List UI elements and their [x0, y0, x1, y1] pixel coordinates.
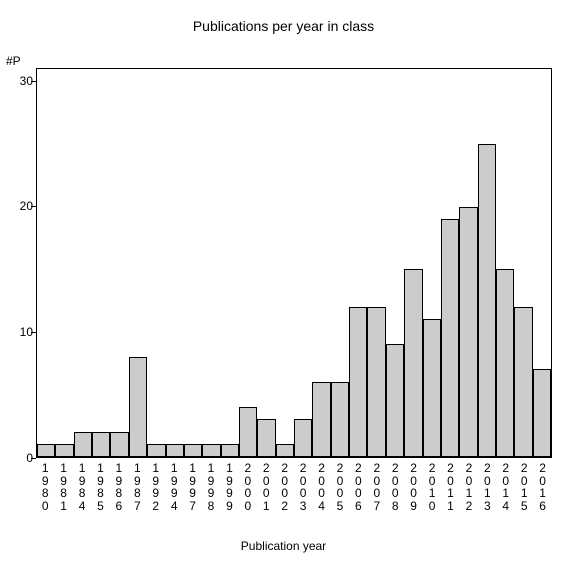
- bar: [147, 444, 165, 457]
- bar: [441, 219, 459, 457]
- x-tick-label: 2000: [239, 462, 257, 515]
- bar: [74, 432, 92, 457]
- bar: [184, 444, 202, 457]
- x-tick-label: 1997: [183, 462, 201, 515]
- chart-container: Publications per year in class #P 0 10 20 3…: [0, 0, 567, 567]
- bar: [37, 444, 55, 457]
- x-tick-label: 2014: [497, 462, 515, 515]
- y-tick-label: 30: [5, 74, 33, 88]
- y-tick-label: 10: [5, 325, 33, 339]
- x-tick-label: 1987: [128, 462, 146, 515]
- x-axis-labels: 1980198119841985198619871992199419971998…: [36, 462, 552, 515]
- x-tick-label: 2013: [478, 462, 496, 515]
- x-tick-label: 2008: [386, 462, 404, 515]
- x-tick-label: 2002: [275, 462, 293, 515]
- bars-row: [37, 69, 551, 457]
- x-axis-title: Publication year: [0, 539, 567, 553]
- bar: [331, 382, 349, 457]
- x-tick-label: 1984: [73, 462, 91, 515]
- x-tick-label: 1981: [54, 462, 72, 515]
- bar: [294, 419, 312, 457]
- y-tick-label: 0: [5, 451, 33, 465]
- bar: [423, 319, 441, 457]
- bar: [257, 419, 275, 457]
- bar: [533, 369, 551, 457]
- bar: [92, 432, 110, 457]
- bar: [514, 307, 532, 457]
- bar: [404, 269, 422, 457]
- bar: [459, 207, 477, 457]
- x-tick-label: 2006: [349, 462, 367, 515]
- bar: [55, 444, 73, 457]
- x-tick-label: 2015: [515, 462, 533, 515]
- bar: [129, 357, 147, 457]
- x-tick-label: 1986: [110, 462, 128, 515]
- bar: [276, 444, 294, 457]
- bar: [386, 344, 404, 457]
- bar: [312, 382, 330, 457]
- x-tick-label: 2009: [404, 462, 422, 515]
- x-tick-label: 1992: [147, 462, 165, 515]
- x-tick-label: 1998: [202, 462, 220, 515]
- bar: [239, 407, 257, 457]
- bar: [202, 444, 220, 457]
- x-tick-label: 1985: [91, 462, 109, 515]
- y-tick-label: 20: [5, 199, 33, 213]
- x-tick-label: 2001: [257, 462, 275, 515]
- x-tick-label: 2016: [533, 462, 551, 515]
- x-tick-label: 2004: [312, 462, 330, 515]
- bar: [496, 269, 514, 457]
- x-tick-label: 1994: [165, 462, 183, 515]
- y-axis-label: #P: [6, 54, 21, 68]
- bar: [110, 432, 128, 457]
- x-tick-label: 2005: [331, 462, 349, 515]
- bar: [221, 444, 239, 457]
- bar: [367, 307, 385, 457]
- x-tick-label: 2007: [368, 462, 386, 515]
- x-tick-label: 1999: [220, 462, 238, 515]
- y-tick-mark: [31, 458, 36, 459]
- x-tick-label: 2003: [294, 462, 312, 515]
- x-tick-label: 2012: [460, 462, 478, 515]
- bar: [478, 144, 496, 457]
- plot-area: [36, 68, 552, 458]
- bar: [349, 307, 367, 457]
- bar: [166, 444, 184, 457]
- x-tick-label: 2011: [441, 462, 459, 515]
- x-tick-label: 2010: [423, 462, 441, 515]
- chart-title: Publications per year in class: [0, 18, 567, 34]
- x-tick-label: 1980: [36, 462, 54, 515]
